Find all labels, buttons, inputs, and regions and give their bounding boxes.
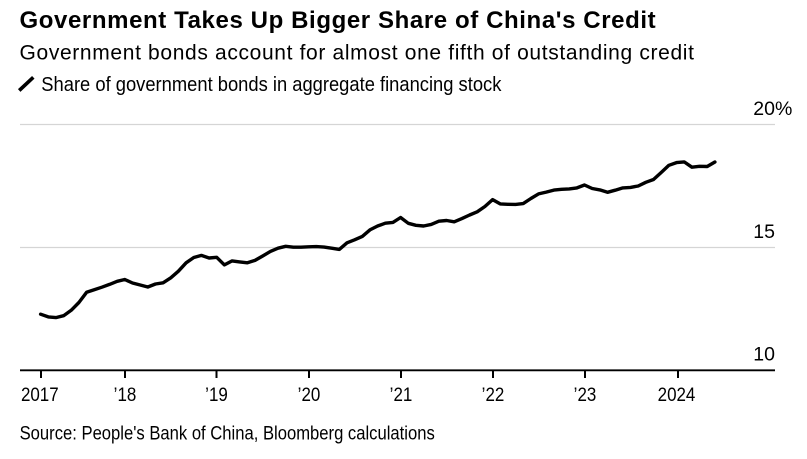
svg-text:’22: ’22 <box>482 383 505 405</box>
svg-text:’21: ’21 <box>390 383 413 405</box>
svg-text:15: 15 <box>753 221 775 243</box>
svg-text:’18: ’18 <box>114 383 137 405</box>
svg-text:Government bonds account for a: Government bonds account for almost one … <box>20 42 695 65</box>
svg-text:’19: ’19 <box>205 383 228 405</box>
svg-text:2024: 2024 <box>658 383 696 405</box>
svg-text:%: % <box>775 98 792 120</box>
svg-text:10: 10 <box>753 344 775 366</box>
svg-text:Share of government bonds in a: Share of government bonds in aggregate f… <box>41 74 501 96</box>
svg-text:Source: People's Bank of China: Source: People's Bank of China, Bloomber… <box>20 422 435 443</box>
svg-text:20: 20 <box>753 98 775 120</box>
svg-text:Government Takes Up Bigger Sha: Government Takes Up Bigger Share of Chin… <box>20 7 657 34</box>
svg-text:’23: ’23 <box>574 383 597 405</box>
svg-text:’20: ’20 <box>298 383 321 405</box>
svg-text:2017: 2017 <box>21 383 59 405</box>
